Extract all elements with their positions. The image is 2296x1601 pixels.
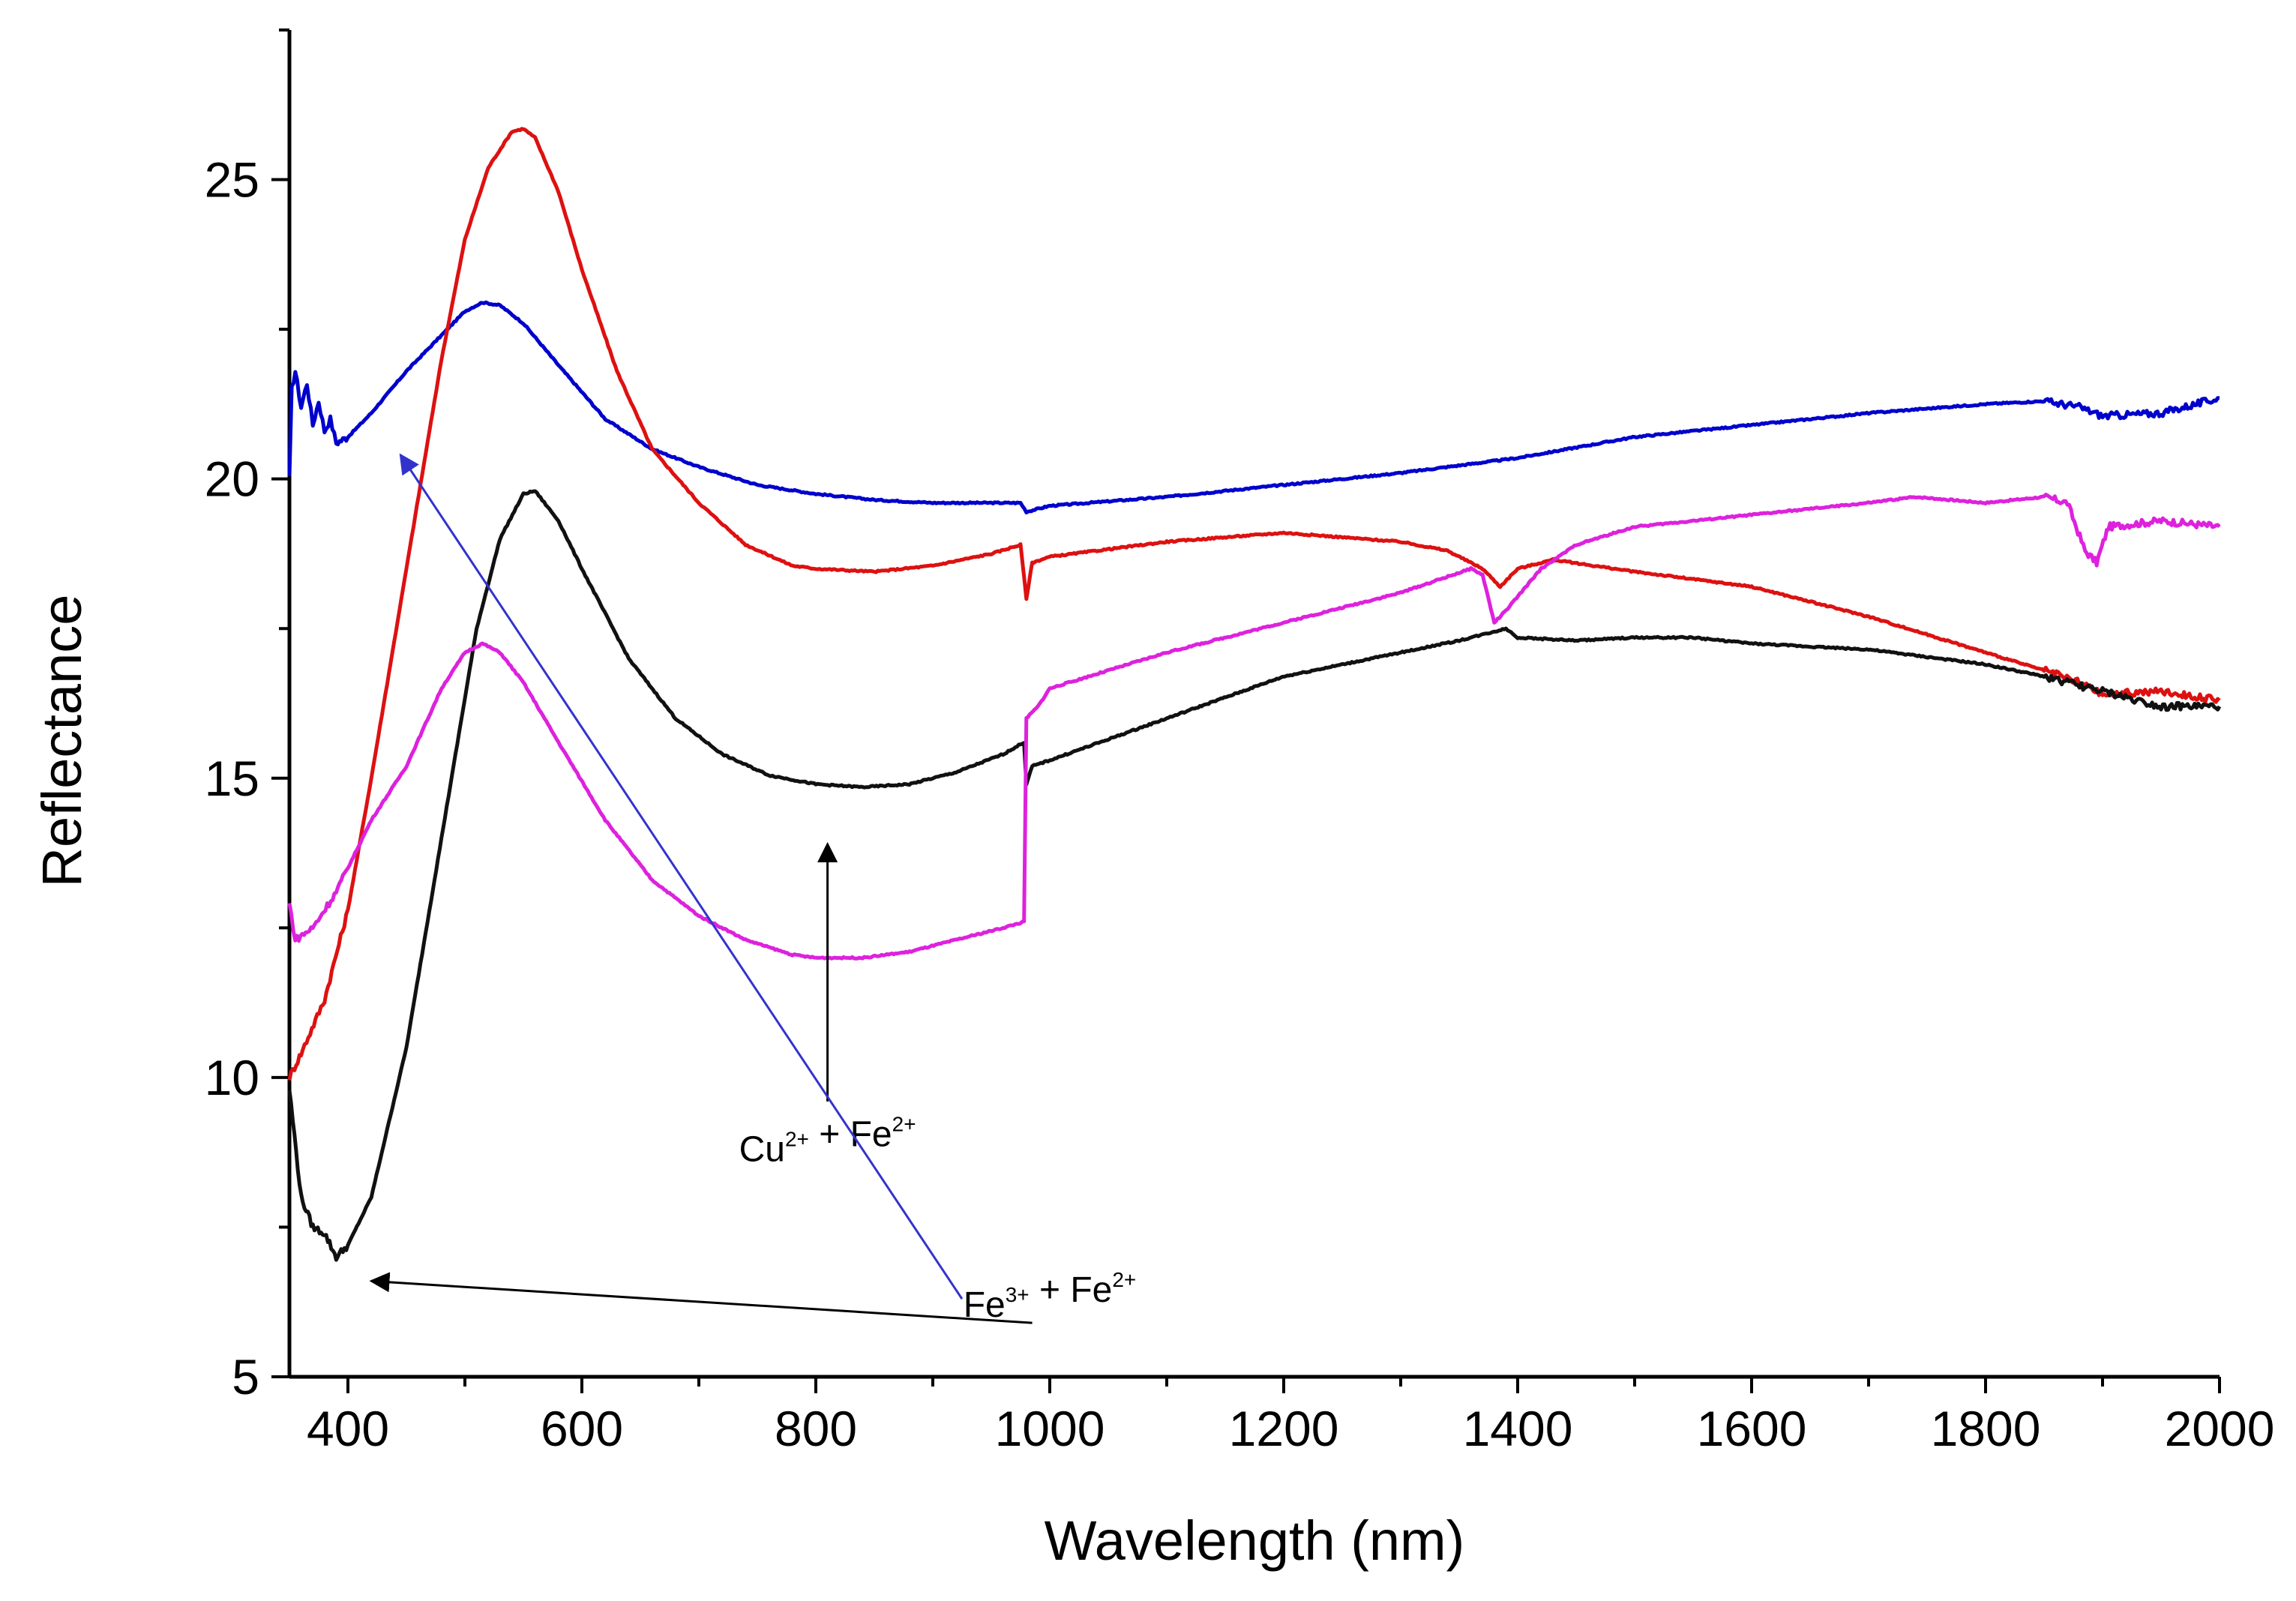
series-line (287, 489, 2222, 1262)
annotation-arrow (399, 453, 964, 1300)
x-tick-label: 600 (541, 1401, 623, 1456)
annotation-layer: Cu2+ + Fe2+ Fe3+ + Fe2+ (369, 453, 1137, 1325)
series-layer (287, 127, 2222, 1262)
annotation-arrow (369, 1272, 1033, 1324)
series-line (287, 300, 2220, 514)
y-axis-title: Reflectance (31, 595, 93, 888)
x-axis-title: Wavelength (nm) (1045, 1510, 1465, 1572)
x-tick-label: 1000 (995, 1401, 1105, 1456)
y-tick-label: 10 (205, 1050, 259, 1105)
x-tick-label: 1600 (1697, 1401, 1807, 1456)
y-tick-label: 20 (205, 451, 259, 507)
y-tick-label: 25 (205, 152, 259, 208)
x-tick-label: 1400 (1463, 1401, 1573, 1456)
x-tick-label: 400 (307, 1401, 389, 1456)
x-tick-label: 1200 (1229, 1401, 1339, 1456)
annotation-label: Fe3+ + Fe2+ (964, 1268, 1137, 1325)
y-tick-label: 15 (205, 751, 259, 806)
x-tick-label: 2000 (2165, 1401, 2275, 1456)
series-line (287, 127, 2221, 1081)
annotation-label: Cu2+ + Fe2+ (739, 1113, 916, 1170)
x-tick-label: 1800 (1931, 1401, 2041, 1456)
y-tick-label: 5 (232, 1349, 259, 1405)
axes: 400 600 800 1000 1200 1400 1600 1800 2000 5 10 15 20… (205, 28, 2275, 1456)
x-tick-label: 800 (775, 1401, 857, 1456)
series-line (287, 493, 2221, 961)
